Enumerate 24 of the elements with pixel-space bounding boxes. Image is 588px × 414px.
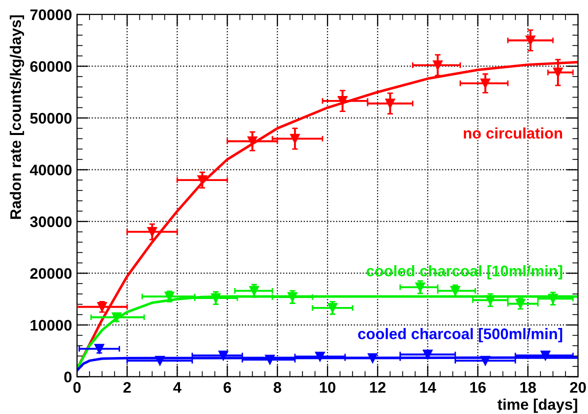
x-axis-title: time [days] [498, 398, 578, 413]
y-tick-label: 20000 [30, 268, 72, 279]
series-label: cooled charcoal [10ml/min] [366, 265, 562, 280]
x-tick-label: 14 [420, 382, 436, 393]
text: no circulation [464, 127, 562, 139]
y-tick-label: 30000 [30, 216, 72, 228]
y-tick-label: 50000 [30, 112, 72, 124]
y-tick-label: 0 [64, 372, 72, 382]
x-tick-label: 16 [470, 382, 486, 393]
x-tick-label: 12 [370, 382, 386, 393]
x-tick-label: 0 [73, 382, 81, 393]
x-tick-label: 20 [570, 382, 586, 393]
x-tick-label: 18 [520, 382, 536, 393]
x-tick-label: 6 [224, 382, 232, 393]
x-tick-label: 10 [320, 382, 336, 393]
y-tick-label: 70000 [30, 9, 72, 20]
y-tick-label: 10000 [30, 320, 72, 331]
x-tick-label: 8 [274, 382, 282, 393]
y-tick-label: 60000 [30, 61, 72, 72]
x-tick-label: 2 [123, 382, 131, 393]
x-tick-label: 4 [173, 382, 182, 393]
y-axis-title: Radon rate [counts/kg/days] [10, 15, 24, 219]
series-label: cooled charcoal [500ml/min] [358, 328, 562, 342]
y-tick-label: 40000 [30, 164, 72, 176]
